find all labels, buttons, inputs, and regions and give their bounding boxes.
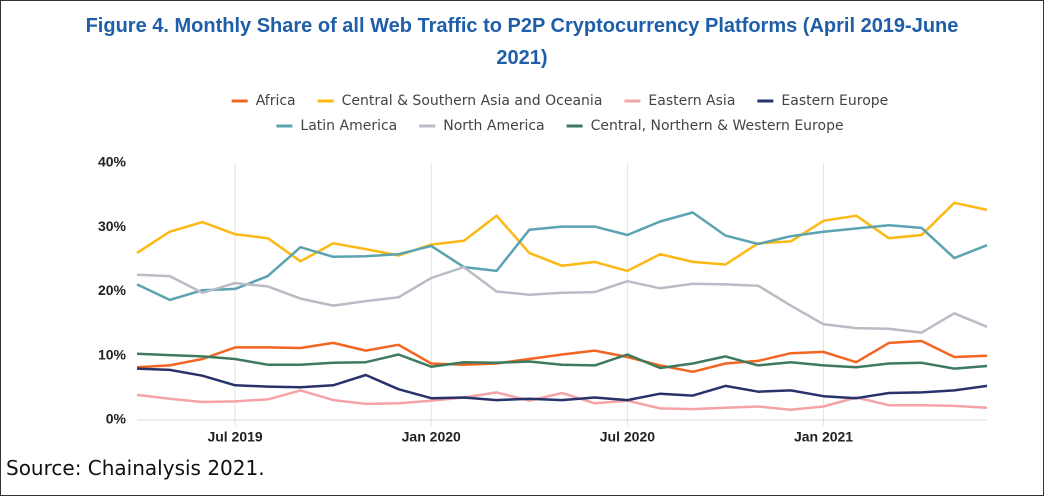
y-tick-label: 20% xyxy=(98,282,127,298)
legend-label: North America xyxy=(443,118,544,134)
legend-item: Central & Southern Asia and Oceania xyxy=(317,93,603,109)
source: Source: Chainalysis 2021. xyxy=(6,456,265,480)
legend-label: Central, Northern & Western Europe xyxy=(591,118,844,134)
x-tick-label: Jul 2020 xyxy=(600,429,655,445)
legend-item: Eastern Asia xyxy=(624,93,735,109)
legend-label: Africa xyxy=(256,93,296,109)
legend-label: Eastern Europe xyxy=(781,93,888,109)
chart: 0% 10% 20% 30% 40% Jul 2019 Jan 2020 Jul 2020 Ja… xyxy=(98,93,988,445)
legend-item: North America xyxy=(419,118,545,134)
legend-item: Africa xyxy=(231,93,296,109)
series-line xyxy=(136,211,988,302)
y-tick-label: 10% xyxy=(98,346,127,362)
series-line xyxy=(136,352,988,370)
y-tick-label: 40% xyxy=(98,154,127,170)
x-tick-label: Jan 2021 xyxy=(794,429,853,445)
legend-label: Eastern Asia xyxy=(648,93,735,109)
y-tick-label: 30% xyxy=(98,218,127,234)
legend-item: Latin America xyxy=(276,118,397,134)
series-line xyxy=(136,265,988,334)
chart-title: Figure 4. Monthly Share of all Web Traff… xyxy=(85,15,959,69)
series-line xyxy=(136,201,988,273)
legend-item: Eastern Europe xyxy=(757,93,888,109)
legend-label: Latin America xyxy=(300,118,397,134)
x-tick-label: Jan 2020 xyxy=(402,429,461,445)
series-line xyxy=(136,389,988,411)
series-line xyxy=(136,367,988,402)
y-tick-label: 0% xyxy=(106,411,127,427)
x-tick-label: Jul 2019 xyxy=(207,429,262,445)
legend-item: Central, Northern & Western Europe xyxy=(566,118,844,134)
series-line xyxy=(136,339,988,374)
legend-label: Central & Southern Asia and Oceania xyxy=(342,93,603,109)
